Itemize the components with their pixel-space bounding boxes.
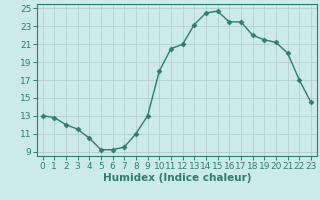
X-axis label: Humidex (Indice chaleur): Humidex (Indice chaleur) — [102, 173, 251, 183]
